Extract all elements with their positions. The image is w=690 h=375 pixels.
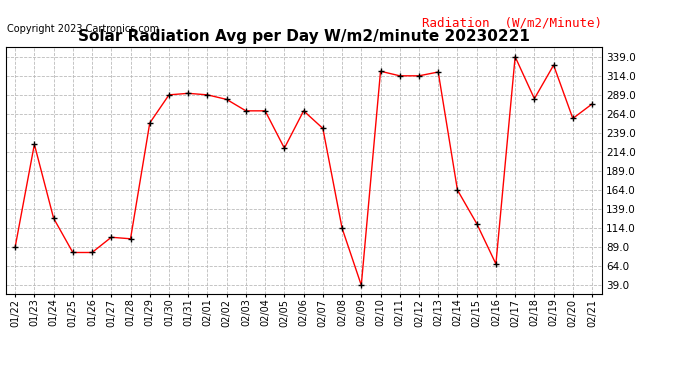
Text: Copyright 2023 Cartronics.com: Copyright 2023 Cartronics.com (7, 24, 159, 34)
Title: Solar Radiation Avg per Day W/m2/minute 20230221: Solar Radiation Avg per Day W/m2/minute … (78, 29, 529, 44)
Text: Radiation  (W/m2/Minute): Radiation (W/m2/Minute) (422, 16, 602, 30)
